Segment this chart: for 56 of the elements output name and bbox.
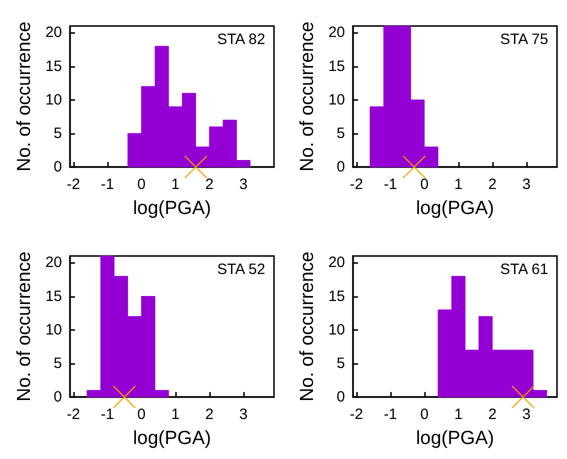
y-tick-label: 10 bbox=[45, 320, 62, 338]
y-tick-label: 20 bbox=[45, 254, 62, 271]
y-tick-label: 5 bbox=[336, 124, 345, 142]
x-tick-label: -1 bbox=[384, 176, 398, 193]
x-tick-label: 2 bbox=[205, 406, 214, 422]
y-tick-label: 10 bbox=[328, 320, 345, 338]
x-tick-label: 0 bbox=[420, 176, 429, 193]
x-tick-label: 0 bbox=[137, 176, 146, 193]
y-tick-label: 20 bbox=[328, 254, 345, 271]
x-tick-label: 3 bbox=[239, 406, 248, 422]
y-axis-title: No. of occurrence bbox=[297, 251, 318, 401]
x-tick-label: 1 bbox=[171, 176, 180, 193]
x-tick-label: -1 bbox=[384, 406, 398, 422]
x-axis-title: log(PGA) bbox=[132, 198, 212, 219]
y-tick-label: 5 bbox=[54, 124, 62, 142]
x-tick-label: 1 bbox=[171, 406, 180, 422]
x-tick-label: -2 bbox=[66, 176, 80, 193]
y-tick-label: 20 bbox=[45, 24, 62, 42]
x-tick-label: 1 bbox=[454, 406, 463, 422]
x-tick-label: 0 bbox=[420, 406, 429, 422]
y-tick-label: 20 bbox=[328, 24, 345, 42]
y-tick-label: 10 bbox=[328, 91, 345, 108]
x-tick-label: -2 bbox=[66, 406, 80, 422]
x-tick-label: 2 bbox=[488, 406, 497, 422]
y-tick-label: 15 bbox=[328, 58, 345, 75]
annotation: STA 75 bbox=[500, 31, 548, 48]
annotation: STA 52 bbox=[217, 260, 266, 278]
x-tick-label: 0 bbox=[137, 406, 146, 422]
x-tick-label: -1 bbox=[100, 176, 114, 193]
x-tick-label: 3 bbox=[522, 406, 531, 422]
y-tick-label: 5 bbox=[336, 354, 345, 372]
x-axis-title: log(PGA) bbox=[416, 428, 494, 448]
y-axis-title: No. of occurrence bbox=[14, 251, 35, 401]
x-tick-label: -1 bbox=[100, 406, 114, 422]
annotation: STA 61 bbox=[500, 260, 548, 278]
x-tick-label: 3 bbox=[239, 176, 248, 193]
y-tick-label: 0 bbox=[336, 158, 345, 176]
y-tick-label: 10 bbox=[45, 91, 62, 108]
y-tick-label: 15 bbox=[45, 58, 62, 75]
y-tick-label: 15 bbox=[45, 287, 62, 304]
x-tick-label: 3 bbox=[522, 176, 531, 193]
annotation: STA 82 bbox=[217, 31, 266, 48]
y-tick-label: 0 bbox=[336, 388, 345, 405]
x-tick-label: -2 bbox=[350, 176, 364, 193]
y-tick-label: 0 bbox=[54, 388, 62, 405]
x-tick-label: 2 bbox=[205, 176, 214, 193]
x-tick-label: 2 bbox=[488, 176, 497, 193]
y-tick-label: 15 bbox=[328, 287, 345, 304]
x-tick-label: 1 bbox=[454, 176, 463, 193]
x-tick-label: -2 bbox=[350, 406, 364, 422]
y-axis-title: No. of occurrence bbox=[14, 22, 35, 172]
y-tick-label: 5 bbox=[54, 354, 62, 372]
x-axis-title: log(PGA) bbox=[132, 428, 212, 448]
x-axis-title: log(PGA) bbox=[416, 198, 494, 219]
y-axis-title: No. of occurrence bbox=[297, 22, 318, 172]
y-tick-label: 0 bbox=[54, 158, 62, 176]
